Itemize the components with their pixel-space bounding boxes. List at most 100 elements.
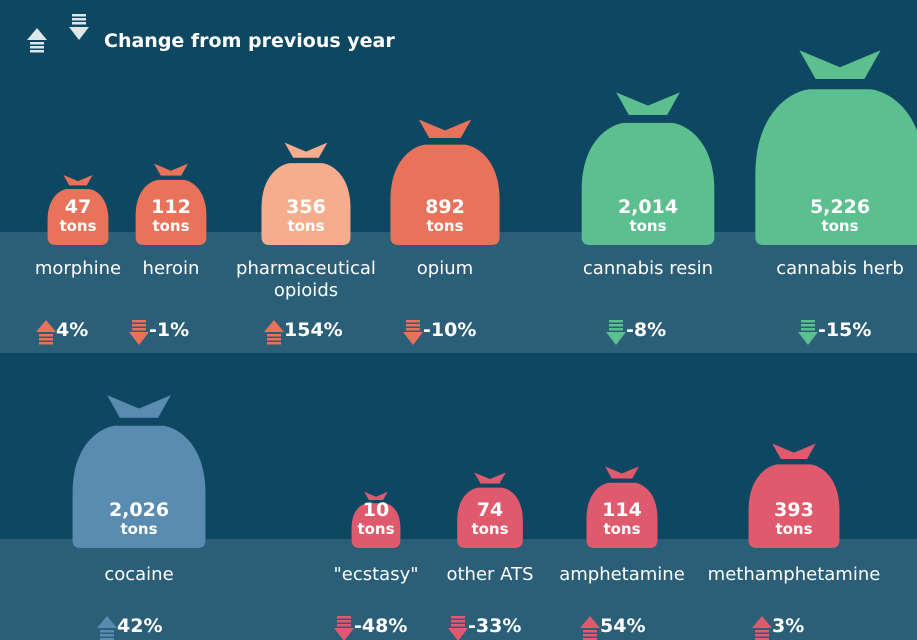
arrow-bar [583,634,597,637]
bag-tie [418,119,472,139]
arrow-bar [451,616,465,619]
item-name: heroin [142,258,200,279]
arrow-up [36,320,56,332]
arrow-bar [406,328,420,331]
arrow-bar [39,342,53,345]
arrow-bar [337,624,351,627]
unit-label: tons [821,217,858,235]
arrow-bar [609,328,623,331]
arrow-bar [406,324,420,327]
change-label: -8% [626,319,667,341]
arrow-down [129,332,149,345]
arrow-bar [801,324,815,327]
bag [390,144,500,245]
bag-tie [364,491,388,501]
change-label: 42% [117,615,163,637]
change-label: -33% [468,615,522,637]
bag-tie [799,50,881,80]
bag-tie [772,443,816,459]
value-label: 114 [602,499,642,521]
unit-label: tons [152,217,189,235]
value-label: 356 [286,196,326,218]
bag-tie [474,472,506,484]
arrow-bar [100,634,114,637]
item-name: cannabis herb [776,258,904,279]
unit-label: tons [603,520,640,538]
change-label: 4% [56,319,89,341]
change-label: -15% [818,319,872,341]
value-label: 2,026 [109,499,169,521]
unit-label: tons [471,520,508,538]
change-label: -1% [149,319,190,341]
arrow-bar [801,328,815,331]
arrow-down [334,628,354,640]
unit-label: tons [775,520,812,538]
bag [457,487,523,548]
bag [586,482,658,548]
arrow-down [798,332,818,345]
bag-tie [284,142,328,158]
change-label: -10% [423,319,477,341]
arrow-bar [267,338,281,341]
band [0,232,917,353]
value-label: 892 [425,196,465,218]
arrow-up [97,616,117,628]
arrow-bar [609,324,623,327]
item-name: amphetamine [559,564,685,585]
arrow-bar [267,334,281,337]
arrow-bar [609,320,623,323]
arrow-bar [100,630,114,633]
arrow-bar [337,616,351,619]
bag-tie [107,395,171,418]
item-name: cocaine [104,564,174,585]
bag-tie [616,92,680,115]
arrow-bar [755,634,769,637]
bag [748,464,840,548]
value-label: 74 [477,499,503,521]
arrow-up [264,320,284,332]
item-name: opium [416,258,474,279]
arrow-bar [39,338,53,341]
item-name: other ATS [446,564,534,585]
unit-label: tons [120,520,157,538]
bag [72,425,206,548]
change-label: 54% [600,615,646,637]
unit-label: tons [629,217,666,235]
arrow-bar [267,342,281,345]
arrow-bar [755,638,769,640]
arrow-bar [39,334,53,337]
arrow-bar [801,320,815,323]
value-label: 393 [774,499,814,521]
change-label: 3% [772,615,805,637]
bag-tie [63,175,93,186]
bag [755,89,917,245]
bag [135,179,207,245]
item-name: morphine [34,258,122,279]
item-name: pharmaceutical opioids [236,258,376,301]
arrow-bar [451,624,465,627]
legend-title: Change from previous year [104,30,395,52]
arrow-bar [406,320,420,323]
arrow-up [580,616,600,628]
bag [261,163,351,245]
bag [581,122,715,245]
unit-label: tons [426,217,463,235]
arrow-bar [583,630,597,633]
arrow-down [448,628,468,640]
unit-label: tons [357,520,394,538]
arrow-down [403,332,423,345]
change-label: -48% [354,615,408,637]
bag-tie [604,466,640,479]
item-name: cannabis resin [582,258,714,279]
arrow-bar [132,328,146,331]
item-name: methamphetamine [707,564,881,585]
unit-label: tons [287,217,324,235]
value-label: 2,014 [618,196,678,218]
arrow-up [752,616,772,628]
arrow-bar [337,620,351,623]
change-label: 154% [284,319,343,341]
legend-icons [27,14,89,53]
arrow-bar [451,620,465,623]
